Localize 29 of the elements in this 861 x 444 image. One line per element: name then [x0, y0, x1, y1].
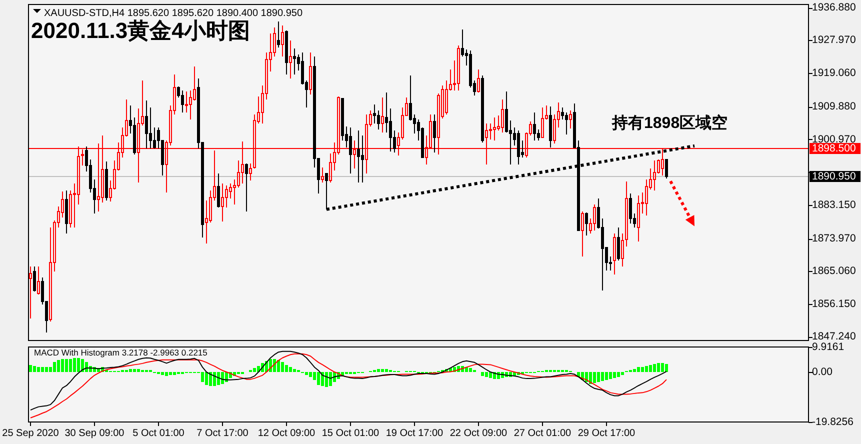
y-tick-label: 1847.240 — [812, 330, 856, 343]
ref-line-label: 1898.500 — [812, 142, 856, 154]
x-tick-label: 12 Oct 09:00 — [258, 428, 316, 439]
y-tick-label: 1919.060 — [812, 66, 856, 79]
x-tick-label: 7 Oct 17:00 — [196, 428, 249, 439]
x-tick-label: 29 Oct 17:00 — [578, 428, 636, 439]
annotation: 持有1898区域空 — [611, 114, 728, 132]
text: 2020.11.3黄金4小时图 — [31, 18, 250, 43]
x-tick-label: 25 Sep 2020 — [2, 428, 60, 439]
x-tick-label: 19 Oct 17:00 — [386, 428, 444, 439]
y-tick-label: 1856.150 — [812, 298, 856, 310]
x-tick-label: 22 Oct 09:00 — [450, 428, 508, 439]
x-tick-label: 27 Oct 01:00 — [514, 428, 572, 439]
y-tick-label: 1936.880 — [812, 2, 856, 14]
y-tick-label: 1865.060 — [812, 265, 856, 278]
y-tick-label: 0.00 — [812, 366, 833, 378]
x-tick-label: 5 Oct 01:00 — [132, 428, 185, 439]
ref-line-label: 1890.950 — [812, 170, 856, 182]
x-tick-label: 15 Oct 01:00 — [322, 428, 380, 439]
y-tick-label: 1873.970 — [812, 232, 856, 245]
y-tick-label: -19.8256 — [812, 416, 854, 428]
y-tick-label: 9.9161 — [812, 341, 844, 353]
y-tick-label: 1909.880 — [812, 100, 856, 113]
y-tick-label: 1900.970 — [812, 133, 856, 146]
chart-title: MACD With Histogram 3.2178 -2.9963 0.2215 — [34, 348, 208, 358]
chart-subtitle: XAUUSD-STD,H4 1895.620 1895.620 1890.400 1890.950 — [44, 8, 303, 19]
x-tick-label: 30 Sep 09:00 — [64, 428, 125, 439]
y-tick-label: 1927.970 — [812, 34, 856, 46]
y-tick-label: 1883.150 — [812, 198, 856, 211]
